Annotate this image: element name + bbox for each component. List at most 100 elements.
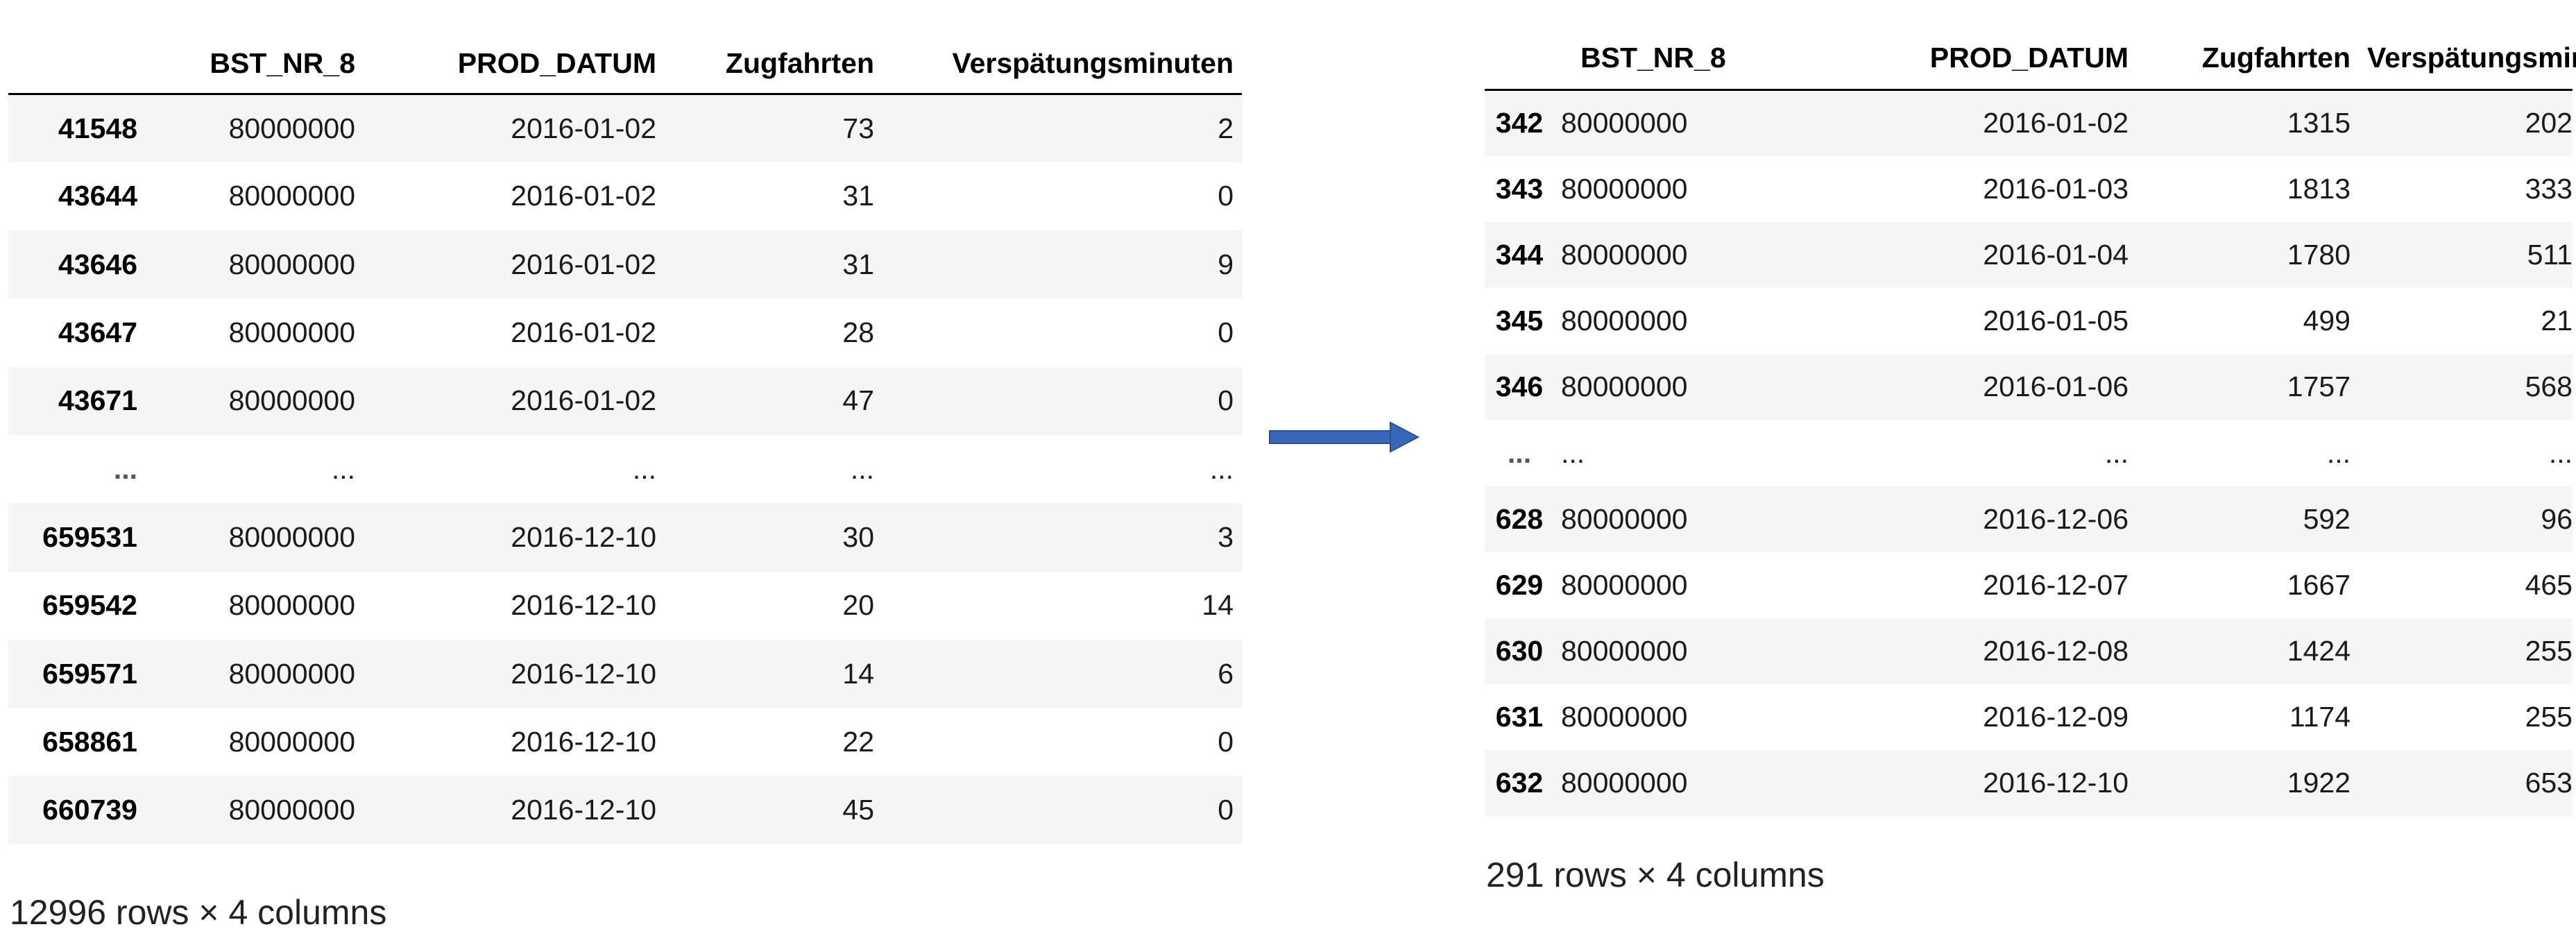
cell-prod-datum: 2016-12-10	[511, 589, 656, 622]
cell-prod-datum: 2016-12-10	[511, 725, 656, 758]
table-row: 346 80000000 2016-01-06 1757 568	[1485, 354, 2573, 420]
left-dataframe: BST_NR_8 PROD_DATUM Zugfahrten Verspätun…	[8, 33, 1242, 844]
cell-prod-datum: 2016-01-06	[1983, 371, 2129, 403]
cell-bst-nr-8: 80000000	[228, 794, 355, 826]
table-row: 41548 80000000 2016-01-02 73 2	[8, 94, 1242, 162]
cell-zugfahrten: ...	[2326, 436, 2351, 469]
cell-verspaetungsminuten: ...	[1209, 452, 1234, 485]
table-row: 343 80000000 2016-01-03 1813 333	[1485, 155, 2573, 222]
left-table-body: 41548 80000000 2016-01-02 73 2 43644 80000000 2…	[8, 94, 1242, 844]
cell-zugfahrten: ...	[850, 452, 874, 485]
row-index: 628	[1495, 502, 1544, 535]
cell-zugfahrten: 31	[842, 248, 874, 280]
table-row: 628 80000000 2016-12-06 592 96	[1485, 486, 2573, 552]
table-row: 631 80000000 2016-12-09 1174 255	[1485, 684, 2573, 751]
cell-zugfahrten: 22	[842, 725, 874, 758]
table-row: 659571 80000000 2016-12-10 14 6	[8, 639, 1242, 708]
cell-prod-datum: 2016-12-08	[1983, 635, 2129, 667]
table-row: 659542 80000000 2016-12-10 20 14	[8, 571, 1242, 640]
column-header-bst-nr-8: BST_NR_8	[154, 33, 372, 95]
cell-verspaetungsminuten: 96	[2541, 502, 2573, 535]
cell-verspaetungsminuten: 3	[1218, 520, 1234, 553]
column-header-prod-datum: PROD_DATUM	[372, 33, 673, 95]
cell-prod-datum: 2016-01-02	[1983, 107, 2129, 139]
row-index: 41548	[58, 112, 137, 144]
table-row: 43647 80000000 2016-01-02 28 0	[8, 298, 1242, 367]
cell-prod-datum: 2016-01-04	[1983, 238, 2129, 271]
cell-bst-nr-8: 80000000	[228, 180, 355, 212]
table-row: 629 80000000 2016-12-07 1667 465	[1485, 552, 2573, 618]
cell-zugfahrten: 45	[842, 794, 874, 826]
cell-verspaetungsminuten: 14	[1202, 589, 1234, 622]
table-row: 658861 80000000 2016-12-10 22 0	[8, 708, 1242, 776]
cell-verspaetungsminuten: 0	[1218, 316, 1234, 349]
cell-zugfahrten: 28	[842, 316, 874, 349]
cell-zugfahrten: 20	[842, 589, 874, 622]
column-header-zugfahrten: Zugfahrten	[2145, 26, 2367, 91]
row-index: 43644	[58, 180, 137, 212]
cell-zugfahrten: 1315	[2287, 107, 2351, 139]
cell-verspaetungsminuten: 0	[1218, 725, 1234, 758]
cell-zugfahrten: 30	[842, 520, 874, 553]
arrow-right-icon	[1269, 421, 1420, 453]
cell-zugfahrten: 1424	[2287, 635, 2351, 667]
cell-bst-nr-8: 80000000	[228, 725, 355, 758]
cell-zugfahrten: 47	[842, 384, 874, 417]
cell-zugfahrten: 1667	[2287, 568, 2351, 601]
table-row: 659531 80000000 2016-12-10 30 3	[8, 503, 1242, 572]
cell-prod-datum: 2016-12-06	[1983, 502, 2129, 535]
ellipsis-row: ...............	[8, 434, 1242, 504]
cell-prod-datum: 2016-01-02	[511, 180, 656, 212]
row-index: 658861	[42, 725, 137, 758]
cell-zugfahrten: 14	[842, 657, 874, 690]
cell-verspaetungsminuten: 255	[2525, 701, 2573, 733]
row-index: 342	[1495, 107, 1544, 139]
row-index: ...	[113, 452, 137, 485]
cell-verspaetungsminuten: 511	[2527, 238, 2573, 271]
table-row: 660739 80000000 2016-12-10 45 0	[8, 776, 1242, 844]
cell-bst-nr-8: ...	[331, 452, 355, 485]
cell-prod-datum: 2016-01-05	[1983, 305, 2129, 337]
right-table: BST_NR_8 PROD_DATUM Zugfahrten Verspätun…	[1485, 26, 2576, 817]
row-index: 43647	[58, 316, 137, 349]
cell-bst-nr-8: 80000000	[228, 112, 355, 144]
cell-zugfahrten: 499	[2303, 305, 2351, 337]
cell-zugfahrten: 592	[2303, 502, 2351, 535]
row-index: 660739	[42, 794, 137, 826]
cell-verspaetungsminuten: 9	[1218, 248, 1234, 280]
table-row: 630 80000000 2016-12-08 1424 255	[1485, 618, 2573, 685]
cell-zugfahrten: 1174	[2289, 701, 2351, 733]
cell-verspaetungsminuten: 0	[1218, 794, 1234, 826]
cell-zugfahrten: 1780	[2287, 238, 2351, 271]
right-dataframe: BST_NR_8 PROD_DATUM Zugfahrten Verspätun…	[1485, 26, 2576, 817]
column-header-zugfahrten: Zugfahrten	[673, 33, 891, 95]
cell-prod-datum: 2016-12-10	[511, 794, 656, 826]
cell-zugfahrten: 73	[842, 112, 874, 144]
right-table-body: 342 80000000 2016-01-02 1315 202 343 80000000 2…	[1485, 90, 2573, 817]
cell-verspaetungsminuten: 2	[1218, 112, 1234, 144]
cell-bst-nr-8: 80000000	[1561, 238, 1688, 271]
cell-prod-datum: 2016-12-07	[1983, 568, 2129, 601]
cell-verspaetungsminuten: 0	[1218, 384, 1234, 417]
cell-prod-datum: 2016-01-02	[511, 112, 656, 144]
row-index: 631	[1495, 701, 1544, 733]
cell-prod-datum: 2016-01-02	[511, 248, 656, 280]
cell-prod-datum: 2016-12-10	[511, 657, 656, 690]
cell-verspaetungsminuten: 465	[2525, 568, 2573, 601]
cell-prod-datum: ...	[632, 452, 656, 485]
row-index: 659571	[42, 657, 137, 690]
cell-bst-nr-8: 80000000	[228, 657, 355, 690]
cell-verspaetungsminuten: 6	[1218, 657, 1234, 690]
row-index: 629	[1495, 568, 1544, 601]
cell-bst-nr-8: 80000000	[1561, 305, 1688, 337]
cell-bst-nr-8: 80000000	[1561, 172, 1688, 205]
cell-bst-nr-8: 80000000	[1561, 502, 1688, 535]
cell-prod-datum: 2016-01-03	[1983, 172, 2129, 205]
left-shape-summary: 12996 rows × 4 columns	[10, 893, 387, 932]
table-row: 342 80000000 2016-01-02 1315 202	[1485, 90, 2573, 156]
cell-verspaetungsminuten: ...	[2548, 436, 2573, 469]
row-index: ...	[1507, 436, 1532, 469]
cell-prod-datum: 2016-12-10	[1983, 767, 2129, 799]
cell-prod-datum: 2016-01-02	[511, 316, 656, 349]
cell-prod-datum: 2016-01-02	[511, 384, 656, 417]
